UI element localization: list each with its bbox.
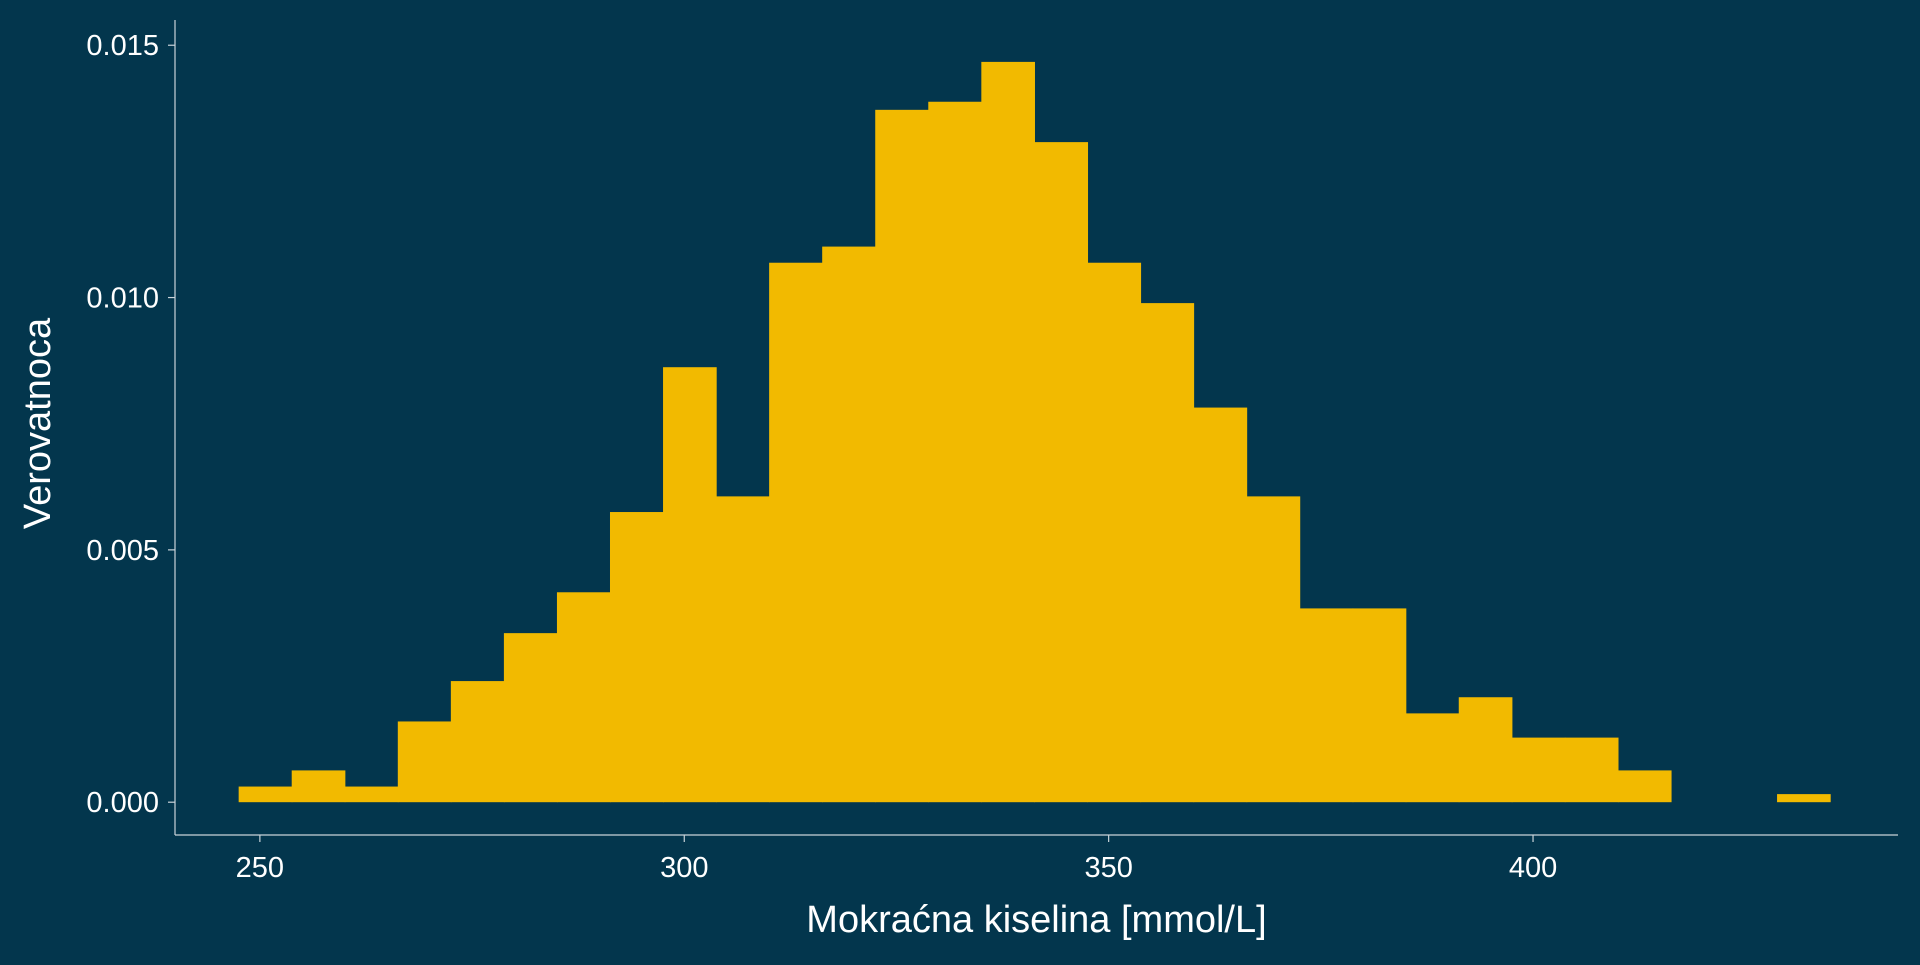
histogram-bar: [769, 262, 823, 803]
histogram-bar: [556, 592, 611, 803]
y-ticks: 0.000 0.005 0.010 0.015: [86, 30, 175, 819]
histogram-bar: [344, 786, 399, 803]
histogram-bar: [1352, 608, 1407, 803]
histogram-bar: [1405, 713, 1460, 803]
y-axis-label: Verovatnoca: [17, 317, 59, 529]
histogram-bar: [291, 770, 346, 803]
histogram-bar: [875, 109, 929, 803]
histogram-bars: [238, 61, 1831, 803]
histogram-bar: [1034, 142, 1089, 803]
histogram-bar: [1299, 608, 1354, 803]
histogram-bar: [397, 721, 452, 803]
x-tick-label: 300: [660, 852, 708, 884]
x-tick-label: 250: [236, 852, 284, 884]
histogram-bar: [928, 101, 982, 803]
histogram-bar: [609, 512, 664, 803]
y-tick-label: 0.015: [86, 30, 159, 62]
histogram-bar: [238, 786, 293, 803]
x-ticks: 250 300 350 400: [236, 835, 1557, 884]
histogram-bar: [1140, 303, 1195, 803]
histogram-bar: [1193, 407, 1248, 803]
histogram-bar: [981, 61, 1035, 803]
x-axis-label: Mokraćna kiselina [mmol/L]: [806, 899, 1266, 941]
histogram-bar: [1617, 770, 1672, 803]
histogram-bar: [1564, 737, 1619, 803]
histogram-bar: [450, 681, 505, 803]
histogram-bar: [1087, 262, 1142, 803]
histogram-bar: [663, 367, 717, 803]
axes: [174, 20, 1898, 836]
histogram-bar: [1246, 496, 1301, 803]
histogram-bar: [1777, 794, 1831, 803]
histogram-bar: [503, 633, 558, 803]
x-tick-label: 350: [1084, 852, 1132, 884]
histogram-bar: [822, 246, 876, 803]
histogram-bar: [716, 496, 770, 803]
histogram-bar: [1458, 697, 1513, 803]
y-tick-label: 0.005: [86, 535, 159, 567]
histogram-bar: [1511, 737, 1566, 803]
y-tick-label: 0.010: [86, 283, 159, 315]
x-tick-label: 400: [1509, 852, 1557, 884]
y-tick-label: 0.000: [86, 787, 159, 819]
